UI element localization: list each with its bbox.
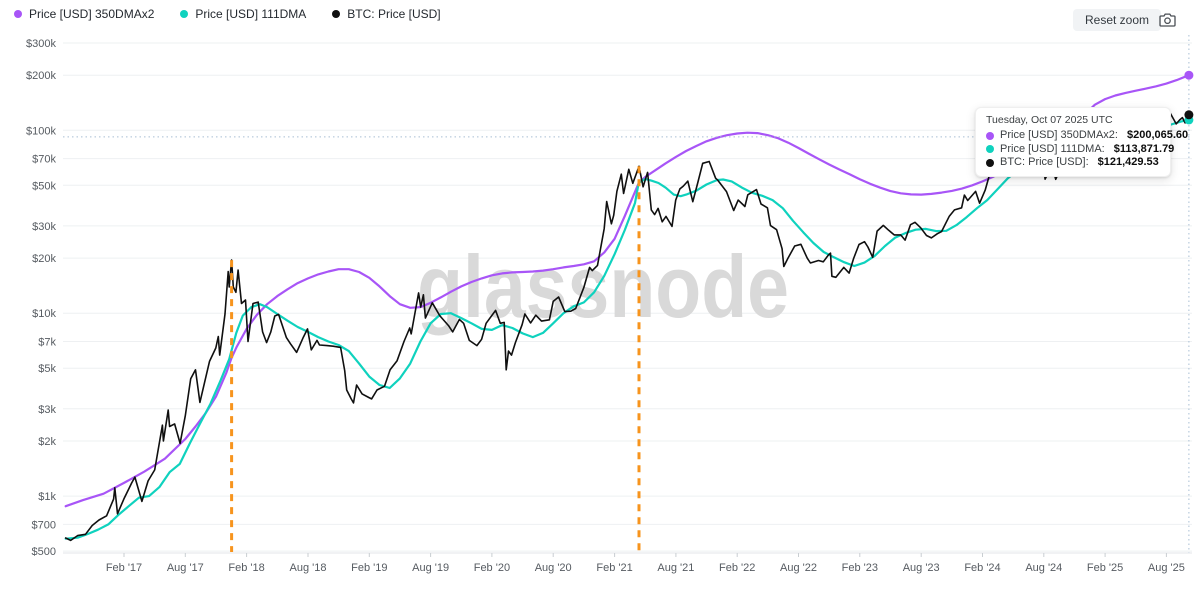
svg-text:$3k: $3k (38, 404, 56, 416)
tooltip-value: $121,429.53 (1097, 156, 1159, 168)
svg-text:Aug '22: Aug '22 (780, 562, 817, 574)
series-dot-icon (986, 131, 994, 140)
svg-text:Feb '20: Feb '20 (474, 562, 510, 574)
svg-text:$7k: $7k (38, 337, 56, 349)
series-dot-icon (332, 10, 341, 18)
tooltip-label: BTC: Price [USD]: (1000, 156, 1089, 168)
svg-text:Feb '18: Feb '18 (228, 562, 264, 574)
tooltip-label: Price [USD] 350DMAx2: (1000, 129, 1118, 141)
svg-text:Feb '23: Feb '23 (842, 562, 878, 574)
series-dot-icon (986, 158, 994, 167)
svg-text:Feb '17: Feb '17 (106, 562, 142, 574)
svg-text:$70k: $70k (32, 154, 56, 166)
svg-text:Feb '25: Feb '25 (1087, 562, 1123, 574)
svg-text:$300k: $300k (26, 38, 56, 50)
tooltip-row-btc-price: BTC: Price [USD]: $121,429.53 (986, 156, 1160, 170)
chart-tooltip: Tuesday, Oct 07 2025 UTC Price [USD] 350… (975, 107, 1188, 177)
camera-icon (1159, 13, 1176, 30)
svg-text:$20k: $20k (32, 253, 56, 265)
legend-item-111dma[interactable]: Price [USD] 111DMA (180, 7, 306, 21)
svg-text:Aug '18: Aug '18 (290, 562, 327, 574)
svg-text:$500: $500 (32, 546, 56, 558)
chart-legend: Price [USD] 350DMAx2 Price [USD] 111DMA … (14, 7, 441, 21)
svg-text:Feb '21: Feb '21 (596, 562, 632, 574)
reset-zoom-button[interactable]: Reset zoom (1073, 9, 1162, 31)
svg-text:$50k: $50k (32, 180, 56, 192)
camera-button[interactable] (1157, 10, 1178, 29)
legend-label: Price [USD] 111DMA (195, 7, 307, 21)
svg-text:$200k: $200k (26, 70, 56, 82)
svg-text:$700: $700 (32, 519, 56, 531)
svg-text:Aug '19: Aug '19 (412, 562, 449, 574)
tooltip-value: $200,065.60 (1126, 129, 1189, 141)
series-dot-icon (986, 145, 994, 154)
svg-text:Aug '25: Aug '25 (1148, 562, 1185, 574)
legend-label: Price [USD] 350DMAx2 (29, 7, 155, 21)
tooltip-row-350dmax2: Price [USD] 350DMAx2: $200,065.60 (986, 129, 1188, 143)
svg-text:$30k: $30k (32, 221, 56, 233)
svg-text:Feb '22: Feb '22 (719, 562, 755, 574)
svg-text:Aug '23: Aug '23 (903, 562, 940, 574)
legend-item-btc-price[interactable]: BTC: Price [USD] (332, 7, 441, 21)
tooltip-label: Price [USD] 111DMA: (1000, 142, 1105, 155)
legend-item-350dmax2[interactable]: Price [USD] 350DMAx2 (14, 7, 154, 21)
svg-text:$5k: $5k (38, 363, 56, 375)
legend-label: BTC: Price [USD] (347, 7, 441, 21)
svg-text:Feb '19: Feb '19 (351, 562, 387, 574)
svg-text:$2k: $2k (38, 436, 56, 448)
svg-text:Aug '24: Aug '24 (1025, 562, 1062, 574)
tooltip-row-111dma: Price [USD] 111DMA: $113,871.79 (986, 142, 1174, 157)
tooltip-value: $113,871.79 (1113, 142, 1175, 155)
tooltip-date: Tuesday, Oct 07 2025 UTC (986, 114, 1113, 126)
svg-text:$1k: $1k (38, 491, 56, 503)
svg-text:Feb '24: Feb '24 (964, 562, 1000, 574)
svg-text:Aug '20: Aug '20 (535, 562, 572, 574)
svg-text:Aug '17: Aug '17 (167, 562, 204, 574)
svg-text:glassnode: glassnode (417, 237, 789, 336)
series-dot-icon (14, 10, 22, 18)
svg-text:$10k: $10k (32, 308, 56, 320)
series-dot-icon (180, 10, 189, 18)
svg-text:Aug '21: Aug '21 (657, 562, 694, 574)
svg-text:$100k: $100k (26, 125, 56, 137)
